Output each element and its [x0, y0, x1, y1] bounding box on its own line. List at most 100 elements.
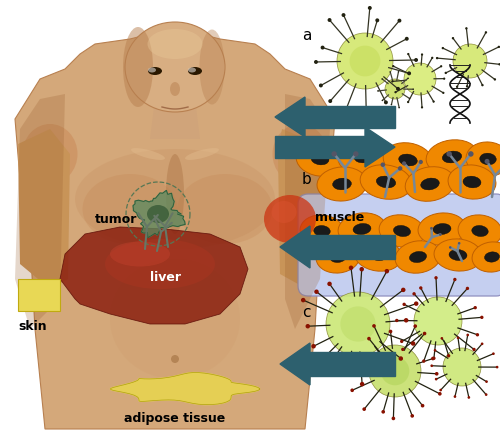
Bar [275, 137, 365, 159]
Circle shape [430, 227, 433, 230]
Circle shape [436, 58, 438, 60]
Ellipse shape [484, 252, 500, 262]
Ellipse shape [449, 250, 467, 261]
Ellipse shape [418, 213, 466, 246]
Circle shape [435, 378, 438, 381]
Circle shape [321, 371, 326, 375]
Ellipse shape [296, 142, 344, 177]
Circle shape [398, 72, 399, 74]
Polygon shape [15, 32, 335, 429]
Circle shape [396, 88, 400, 92]
Circle shape [350, 372, 354, 375]
Polygon shape [60, 227, 248, 324]
Circle shape [395, 319, 398, 322]
FancyBboxPatch shape [298, 194, 500, 297]
Ellipse shape [398, 155, 417, 166]
Circle shape [385, 80, 405, 100]
Ellipse shape [426, 141, 478, 175]
Circle shape [439, 233, 442, 237]
Bar [305, 107, 395, 129]
Circle shape [382, 79, 383, 81]
Polygon shape [150, 100, 200, 140]
Text: skin: skin [18, 319, 46, 332]
Circle shape [414, 302, 418, 306]
Ellipse shape [188, 68, 196, 73]
Circle shape [171, 355, 179, 363]
Circle shape [414, 297, 462, 345]
Ellipse shape [317, 168, 367, 201]
Text: c: c [302, 304, 310, 319]
Circle shape [485, 381, 488, 383]
Circle shape [485, 32, 487, 35]
Circle shape [398, 357, 403, 361]
Text: a: a [302, 28, 312, 43]
Circle shape [412, 89, 414, 91]
Ellipse shape [448, 166, 496, 200]
Circle shape [474, 306, 477, 310]
Circle shape [456, 86, 458, 89]
Circle shape [434, 276, 438, 280]
Ellipse shape [105, 240, 215, 290]
Text: muscle: muscle [315, 211, 364, 224]
Circle shape [443, 78, 446, 81]
Polygon shape [365, 128, 395, 168]
Circle shape [440, 66, 442, 68]
Circle shape [407, 102, 410, 104]
Ellipse shape [376, 177, 396, 188]
Circle shape [481, 343, 484, 345]
Ellipse shape [316, 241, 360, 273]
Ellipse shape [314, 226, 330, 237]
Circle shape [314, 61, 318, 65]
Circle shape [349, 266, 354, 270]
Circle shape [466, 86, 468, 88]
Circle shape [362, 407, 366, 411]
Circle shape [398, 108, 400, 109]
Ellipse shape [466, 143, 500, 177]
Ellipse shape [110, 242, 170, 267]
Ellipse shape [200, 30, 224, 105]
Circle shape [434, 349, 436, 352]
Circle shape [342, 14, 345, 18]
Circle shape [440, 389, 442, 392]
Ellipse shape [272, 201, 296, 223]
Circle shape [484, 159, 490, 165]
Circle shape [447, 354, 450, 358]
Circle shape [400, 340, 404, 343]
Circle shape [453, 278, 456, 282]
Polygon shape [280, 226, 310, 268]
Ellipse shape [338, 213, 386, 246]
Circle shape [466, 287, 469, 290]
Text: b: b [302, 172, 312, 187]
Ellipse shape [434, 240, 482, 272]
Polygon shape [278, 130, 328, 284]
Text: tumor: tumor [95, 213, 138, 226]
Circle shape [414, 325, 417, 328]
Circle shape [384, 269, 389, 274]
Ellipse shape [22, 125, 78, 184]
Circle shape [380, 163, 385, 168]
Ellipse shape [148, 68, 156, 73]
Ellipse shape [442, 152, 462, 163]
Circle shape [392, 66, 394, 68]
Circle shape [494, 79, 496, 81]
Circle shape [404, 318, 408, 323]
Circle shape [382, 410, 385, 414]
Bar [310, 352, 395, 376]
Ellipse shape [360, 166, 412, 200]
Polygon shape [15, 95, 65, 329]
Circle shape [376, 19, 379, 23]
Circle shape [443, 348, 481, 386]
Circle shape [391, 105, 392, 106]
Ellipse shape [332, 179, 351, 191]
Ellipse shape [405, 167, 455, 202]
Circle shape [369, 345, 421, 397]
Circle shape [465, 28, 468, 31]
Text: adipose tissue: adipose tissue [124, 411, 226, 424]
Ellipse shape [480, 154, 496, 166]
Ellipse shape [131, 149, 165, 161]
Circle shape [382, 100, 383, 102]
Circle shape [392, 417, 395, 420]
Circle shape [405, 38, 408, 42]
Circle shape [392, 81, 394, 83]
Circle shape [449, 247, 452, 249]
